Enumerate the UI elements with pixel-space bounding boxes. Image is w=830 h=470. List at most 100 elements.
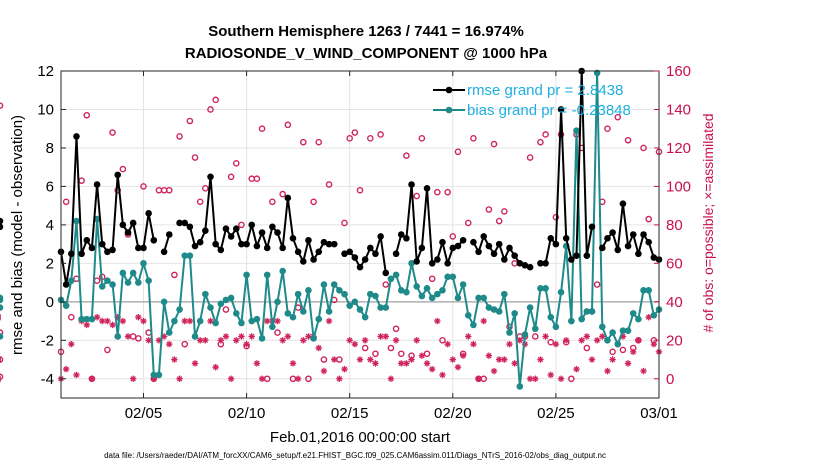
- bias-point: [305, 286, 312, 294]
- obs-possible-point: [640, 144, 647, 152]
- rmse-point: [629, 231, 637, 238]
- obs-possible-point: [501, 208, 508, 215]
- rmse-point: [114, 171, 122, 179]
- bias-point: [490, 306, 498, 313]
- bias-point: [598, 323, 606, 331]
- bias-point: [289, 313, 297, 321]
- obs-assimilated-point: [454, 364, 462, 371]
- rmse-point: [104, 248, 111, 256]
- obs-assimilated-point: [604, 367, 611, 375]
- rmse-point: [367, 244, 374, 252]
- obs-assimilated-point: [253, 360, 261, 367]
- y2-tick-label-5: 100: [666, 178, 691, 195]
- obs-possible-point: [439, 336, 446, 344]
- obs-possible-point: [171, 271, 178, 279]
- obs-assimilated-point: [434, 317, 441, 325]
- obs-assimilated-point: [547, 371, 554, 379]
- rmse-point: [650, 254, 658, 261]
- obs-assimilated-point: [382, 333, 389, 340]
- bias-point: [315, 315, 323, 323]
- bias-point: [191, 333, 199, 340]
- rmse-point: [604, 235, 611, 242]
- rmse-point: [495, 240, 503, 248]
- bias-point: [160, 298, 168, 306]
- obs-possible-point: [382, 281, 390, 288]
- rmse-point: [470, 238, 477, 246]
- bias-point: [217, 300, 225, 308]
- rmse-point: [202, 227, 209, 234]
- rmse-point: [0, 223, 4, 231]
- rmse-point: [129, 219, 137, 227]
- rmse-point: [248, 221, 256, 229]
- bias-point: [377, 304, 384, 311]
- bias-point: [557, 288, 565, 296]
- rmse-point: [562, 235, 570, 242]
- bias-point: [403, 288, 410, 296]
- rmse-point: [480, 233, 488, 240]
- obs-possible-point: [485, 206, 493, 213]
- obs-assimilated-point: [62, 365, 70, 373]
- bias-point: [604, 336, 611, 344]
- obs-possible-point: [0, 356, 4, 363]
- rmse-point: [176, 219, 183, 227]
- rmse-point: [444, 260, 451, 267]
- obs-assimilated-point: [624, 360, 632, 367]
- bias-point: [573, 127, 580, 134]
- rmse-point: [0, 217, 4, 225]
- y-tick-label-5: 6: [46, 178, 54, 195]
- obs-assimilated-point: [490, 367, 498, 375]
- obs-possible-point: [495, 217, 503, 225]
- obs-assimilated-point: [465, 333, 472, 340]
- obs-possible-point: [258, 125, 266, 133]
- bias-point: [109, 281, 116, 288]
- bias-series: [0, 69, 663, 390]
- rmse-point: [274, 229, 281, 236]
- y2-tick-label-3: 60: [666, 255, 683, 272]
- y2-tick-label-1: 20: [666, 332, 683, 349]
- y-tick-label-6: 8: [46, 140, 54, 157]
- bias-point: [459, 281, 467, 288]
- bias-point: [165, 329, 173, 336]
- bias-point: [506, 329, 513, 336]
- obs-assimilated-point: [284, 333, 292, 340]
- rmse-point: [119, 221, 127, 229]
- rmse-point: [501, 256, 508, 263]
- obs-assimilated-point: [341, 365, 348, 373]
- obs-possible-point: [434, 188, 441, 196]
- obs-assimilated-point: [346, 337, 353, 344]
- obs-assimilated-point: [630, 348, 637, 356]
- obs-possible-point: [196, 198, 204, 206]
- plot-area: [61, 71, 659, 398]
- rmse-point: [521, 261, 529, 269]
- obs-possible-point: [645, 215, 652, 223]
- rmse-point: [635, 250, 642, 258]
- obs-assimilated-point: [243, 340, 250, 348]
- bias-point: [382, 304, 390, 311]
- obs-assimilated-point: [186, 317, 194, 325]
- bias-point: [140, 260, 147, 267]
- obs-possible-point: [361, 344, 369, 352]
- obs-possible-point: [449, 233, 457, 240]
- bias-point: [614, 340, 622, 348]
- bias-point: [629, 310, 637, 317]
- bias-point: [155, 371, 163, 379]
- data-file-footer: data file: /Users/raeder/DAI/ATM_forcXX/…: [104, 451, 606, 460]
- bias-point: [93, 215, 101, 223]
- bias-point: [330, 281, 338, 288]
- rmse-point: [511, 252, 518, 259]
- bias-point: [645, 286, 652, 294]
- obs-assimilated-point: [207, 317, 214, 325]
- x-axis-ticks: 02/05 02/10 02/15 02/20 02/25 03/01: [125, 71, 678, 422]
- y2-tick-label-8: 160: [666, 63, 691, 80]
- rmse-point: [356, 263, 364, 271]
- rmse-point: [588, 223, 596, 231]
- obs-assimilated-point: [588, 356, 596, 363]
- rmse-point: [346, 248, 353, 256]
- bias-point: [346, 302, 353, 309]
- rmse-point: [459, 236, 467, 244]
- y-tick-label-2: 0: [46, 294, 54, 311]
- obs-assimilated-point: [135, 314, 142, 321]
- obs-assimilated-point: [428, 365, 436, 373]
- rmse-point: [568, 256, 575, 263]
